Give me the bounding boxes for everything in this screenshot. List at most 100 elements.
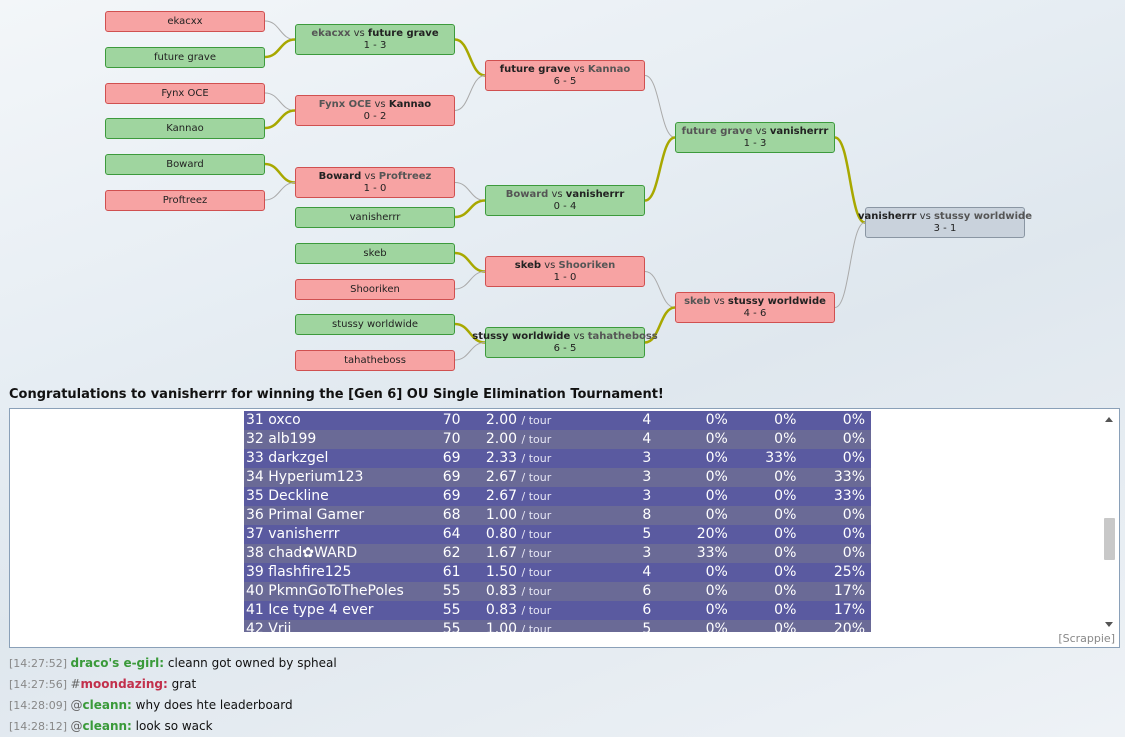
match-vs: vs	[361, 170, 379, 182]
bracket-match-node: vanisherrr vs stussy worldwide 3 - 1	[858, 207, 1032, 238]
bracket-connector	[454, 199, 486, 219]
leaderboard-average: 1.00 / tour	[485, 621, 552, 632]
match-score: 1 - 0	[553, 271, 577, 283]
bracket-connector	[264, 182, 296, 201]
bracket-match-node: future grave vs vanisherrr 1 - 3	[675, 122, 835, 153]
match-score: 3 - 1	[933, 222, 957, 234]
match-player-2: vanisherrr	[769, 125, 829, 137]
bracket-player-name: future grave	[154, 51, 216, 63]
match-score: 1 - 3	[363, 39, 387, 51]
match-player-2: stussy worldwide	[933, 210, 1032, 222]
bracket-player-name: Boward	[166, 158, 204, 170]
chat-username[interactable]: moondazing:	[80, 677, 168, 691]
bracket-player-name: Proftreez	[162, 194, 208, 206]
leaderboard-signature: [Scrappie]	[1058, 632, 1115, 645]
leaderboard-runnerup-pct: 0%	[774, 412, 797, 428]
match-players: Fynx OCE vs Kannao	[319, 99, 431, 111]
leaderboard-semis-pct: 0%	[842, 412, 865, 428]
match-player-2: stussy worldwide	[727, 295, 826, 307]
match-players: ekacxx vs future grave	[311, 28, 438, 40]
leaderboard-runnerup-pct: 0%	[774, 469, 797, 485]
scroll-up-arrow-icon[interactable]	[1105, 417, 1113, 422]
leaderboard-runnerup-pct: 0%	[774, 564, 797, 580]
leaderboard-runnerup-pct: 0%	[774, 545, 797, 561]
bracket-connector	[454, 271, 486, 290]
chat-message: [14:28:09] @cleann: why does hte leaderb…	[9, 695, 1109, 716]
leaderboard-points: 62	[442, 545, 461, 561]
bracket-connector	[644, 306, 676, 344]
bracket-connector	[264, 38, 296, 59]
chat-username[interactable]: draco's e-girl:	[70, 656, 165, 670]
match-player-1: skeb	[514, 259, 542, 271]
chat-message: [14:27:56] #moondazing: grat	[9, 674, 1109, 695]
match-vs: vs	[371, 98, 389, 110]
leaderboard-win-pct: 0%	[705, 412, 728, 428]
leaderboard-tours: 3	[642, 469, 652, 485]
leaderboard-row: 42 Vrii 55 1.00 / tour 5 0% 0% 20%	[244, 620, 871, 632]
leaderboard-points: 61	[442, 564, 461, 580]
bracket-connector	[454, 322, 486, 344]
bracket-player-name: Kannao	[166, 122, 204, 134]
chat-timestamp: [14:28:12]	[9, 720, 71, 733]
leaderboard-win-pct: 0%	[705, 564, 728, 580]
leaderboard-row: 33 darkzgel 69 2.33 / tour 3 0% 33% 0%	[244, 449, 871, 468]
leaderboard-tours: 3	[642, 450, 652, 466]
match-players: skeb vs Shooriken	[515, 260, 616, 272]
chat-user-group: @	[70, 698, 83, 712]
bracket-match-node: skeb vs stussy worldwide 4 - 6	[675, 292, 835, 323]
bracket-player-name: skeb	[363, 247, 387, 259]
leaderboard-average: 2.67 / tour	[485, 488, 552, 504]
match-vs: vs	[541, 259, 559, 271]
match-players: future grave vs Kannao	[500, 64, 631, 76]
leaderboard-row: 36 Primal Gamer 68 1.00 / tour 8 0% 0% 0%	[244, 506, 871, 525]
match-vs: vs	[710, 295, 728, 307]
match-player-2: Kannao	[388, 98, 432, 110]
chat-username[interactable]: cleann:	[82, 719, 132, 733]
bracket-match-node: Fynx OCE vs Kannao 0 - 2	[295, 95, 455, 126]
leaderboard-scrollbar[interactable]	[1102, 411, 1117, 631]
bracket-player-node: Proftreez	[105, 189, 265, 211]
match-player-1: Boward	[318, 170, 362, 182]
leaderboard-scroll-area[interactable]: 31 oxco 70 2.00 / tour 4 0% 0% 0% 32 alb199 70 2.…	[244, 411, 871, 632]
leaderboard-average: 2.00 / tour	[485, 431, 552, 447]
chat-message: [14:28:12] @cleann: look so wack	[9, 716, 1109, 737]
leaderboard-row: 38 chad✿WARD 62 1.67 / tour 3 33% 0% 0%	[244, 544, 871, 563]
leaderboard-semis-pct: 0%	[842, 450, 865, 466]
match-score: 4 - 6	[743, 307, 767, 319]
match-vs: vs	[752, 125, 770, 137]
leaderboard-rank-name: 36 Primal Gamer	[246, 507, 365, 523]
leaderboard-runnerup-pct: 0%	[774, 621, 797, 632]
leaderboard-semis-pct: 0%	[842, 431, 865, 447]
bracket-player-node: Fynx OCE	[105, 82, 265, 104]
leaderboard-semis-pct: 17%	[833, 602, 865, 618]
bracket-player-node: Boward	[105, 153, 265, 175]
leaderboard-average: 1.50 / tour	[485, 564, 552, 580]
bracket-player-node: ekacxx	[105, 10, 265, 32]
chat-timestamp: [14:27:52]	[9, 657, 71, 670]
bracket-connector	[454, 182, 486, 201]
leaderboard-points: 55	[442, 621, 461, 632]
leaderboard-win-pct: 20%	[696, 526, 728, 542]
leaderboard-win-pct: 0%	[705, 450, 728, 466]
scrollbar-thumb[interactable]	[1104, 518, 1115, 560]
leaderboard-average: 0.83 / tour	[485, 583, 552, 599]
match-player-2: vanisherrr	[565, 188, 625, 200]
leaderboard-points: 64	[442, 526, 461, 542]
leaderboard-win-pct: 33%	[696, 545, 728, 561]
match-player-1: ekacxx	[311, 27, 351, 39]
leaderboard-tours: 6	[642, 583, 652, 599]
chat-text: look so wack	[131, 719, 213, 733]
leaderboard-box[interactable]: 31 oxco 70 2.00 / tour 4 0% 0% 0% 32 alb199 70 2.…	[9, 408, 1120, 648]
leaderboard-tours: 4	[642, 564, 652, 580]
leaderboard-win-pct: 0%	[705, 431, 728, 447]
bracket-connector	[454, 251, 486, 273]
match-score: 1 - 3	[743, 137, 767, 149]
leaderboard-rank-name: 39 flashfire125	[246, 564, 352, 580]
leaderboard-row: 39 flashfire125 61 1.50 / tour 4 0% 0% 25%	[244, 563, 871, 582]
leaderboard-average: 0.83 / tour	[485, 602, 552, 618]
chat-text: why does hte leaderboard	[131, 698, 293, 712]
match-players: vanisherrr vs stussy worldwide	[858, 211, 1032, 223]
scroll-down-arrow-icon[interactable]	[1105, 622, 1113, 627]
leaderboard-runnerup-pct: 0%	[774, 602, 797, 618]
chat-username[interactable]: cleann:	[82, 698, 132, 712]
